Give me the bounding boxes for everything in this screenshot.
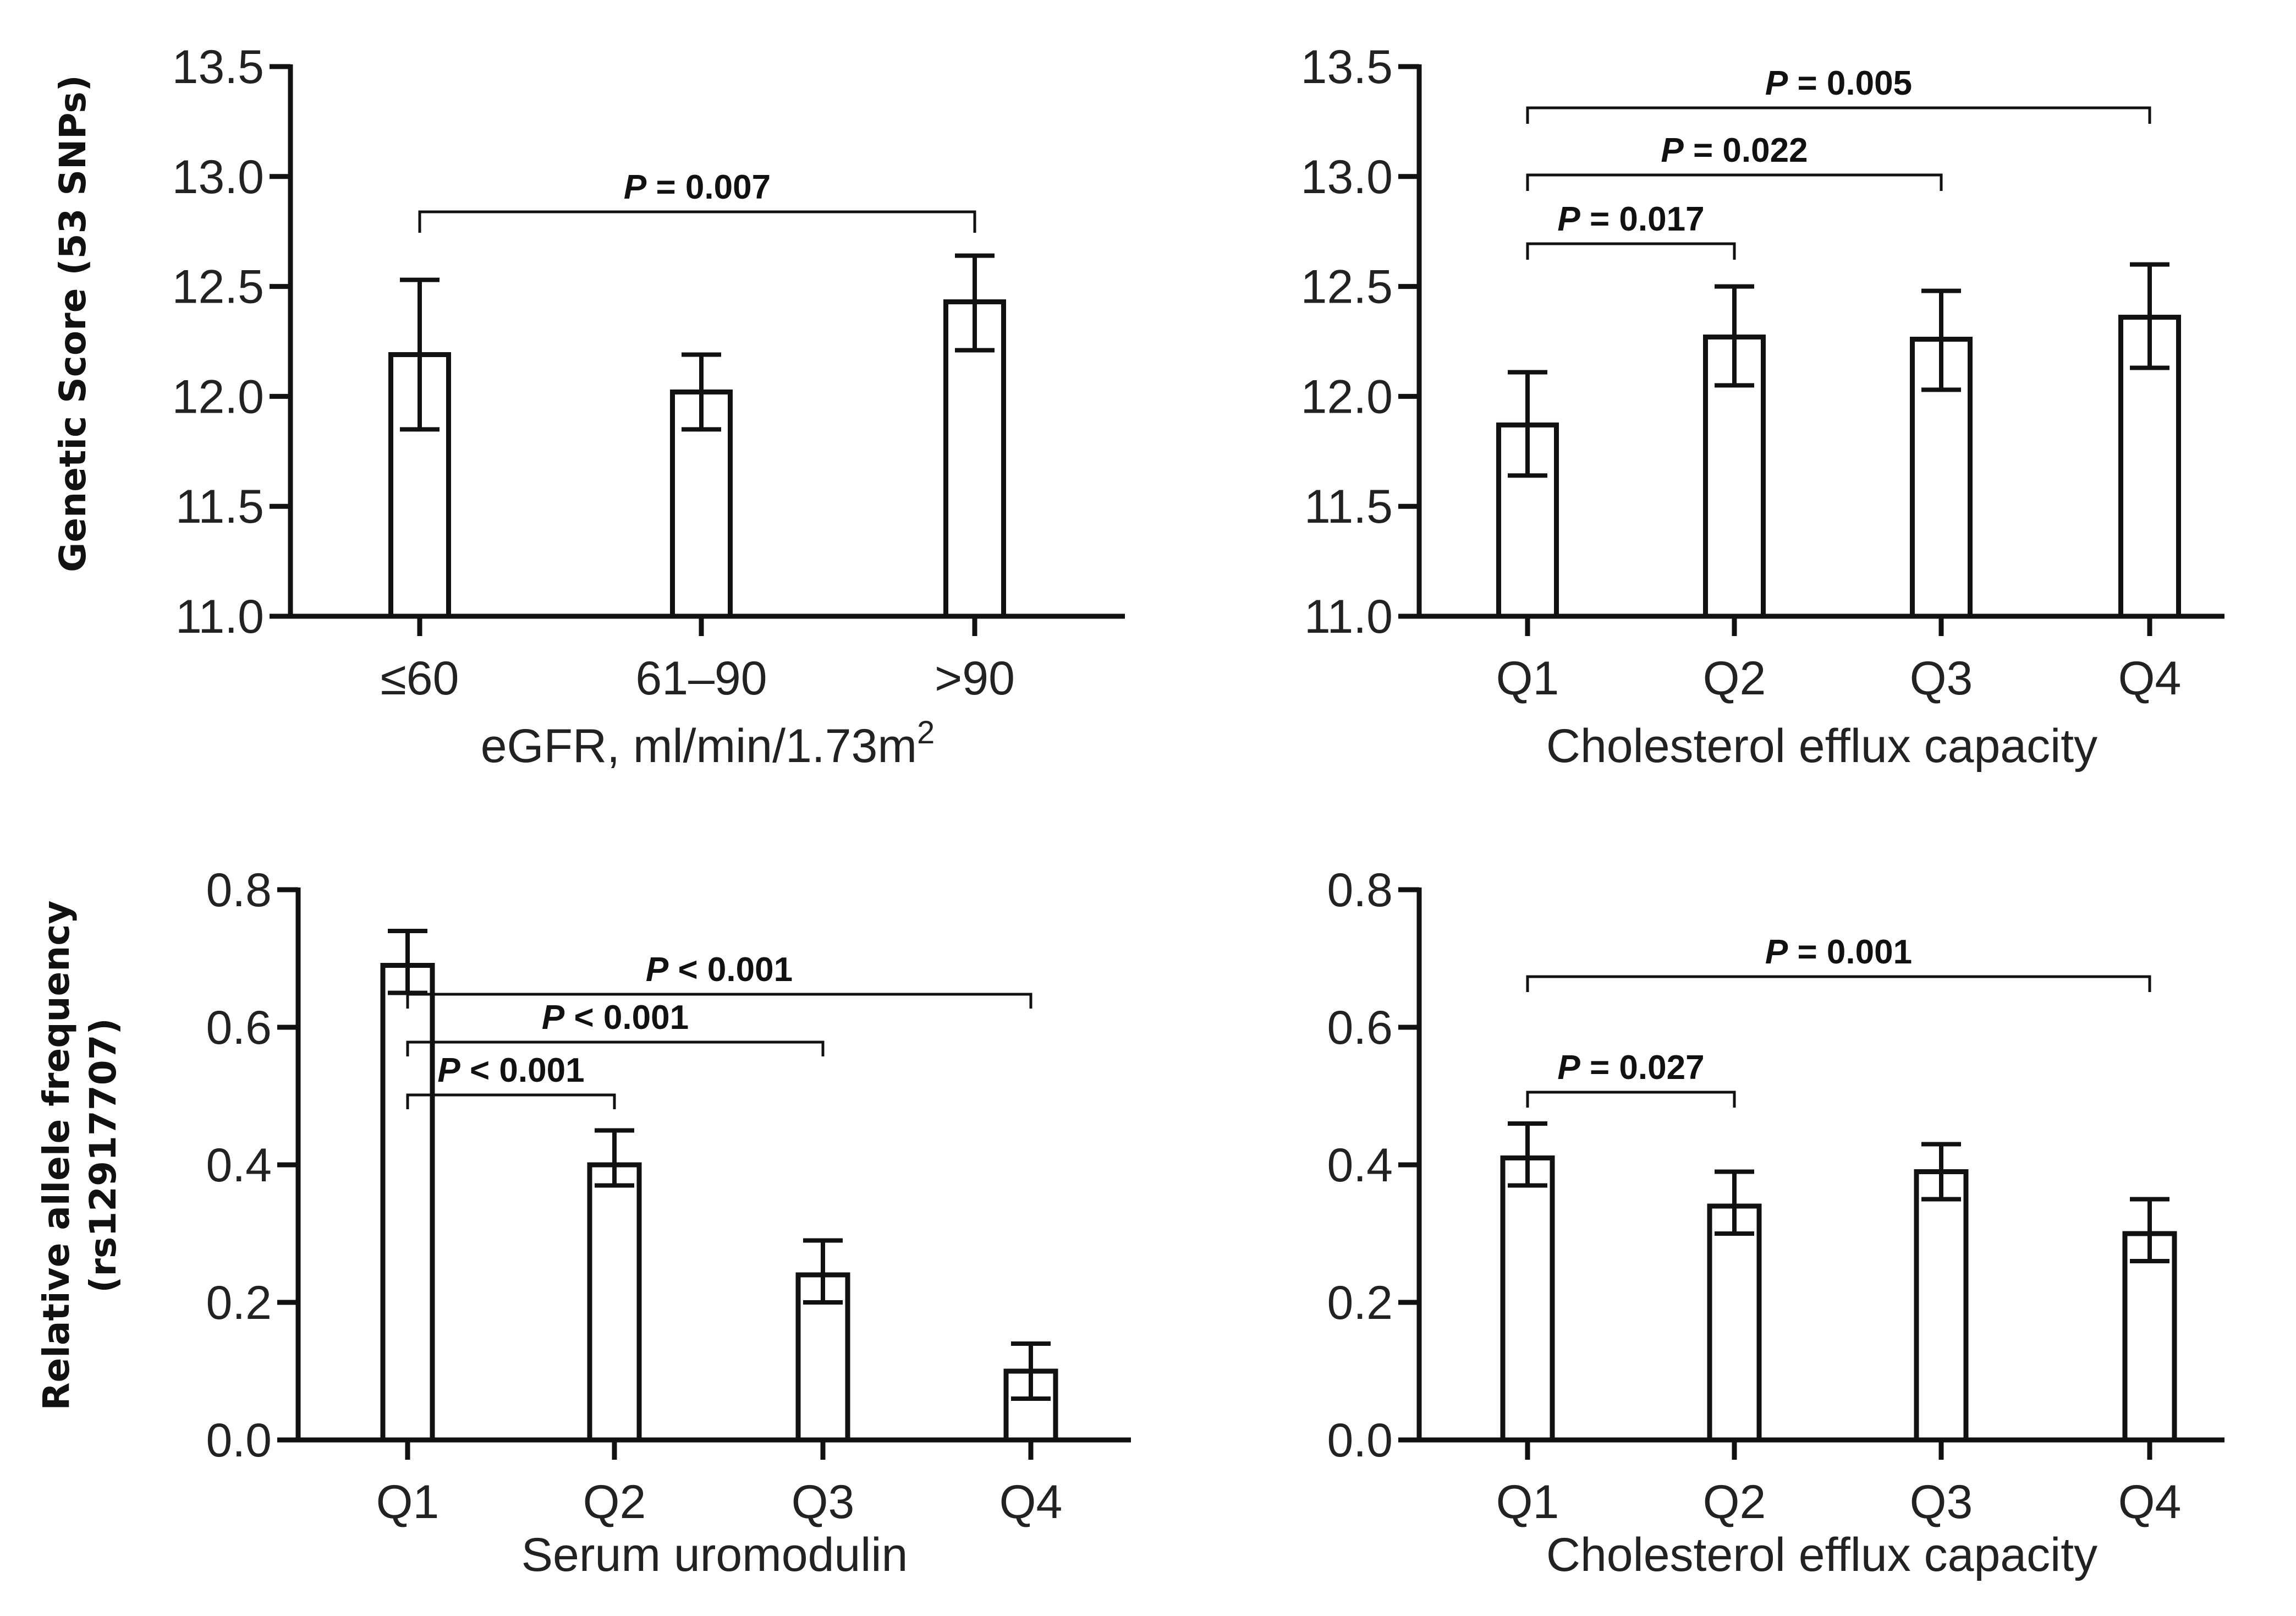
x-axis-title: Cholesterol efflux capacity (1546, 1529, 2097, 1581)
bar (1707, 1203, 1762, 1443)
bar (1914, 1169, 1969, 1443)
significance-bracket (1526, 242, 1736, 260)
x-tick-label: Q1 (376, 1476, 440, 1529)
y-tick-label: 12.0 (172, 370, 264, 423)
y-tick-label: 13.0 (1301, 151, 1393, 204)
x-tick-label: Q1 (1496, 652, 1559, 705)
y-tick-label: 0.0 (206, 1414, 272, 1467)
significance-bracket (418, 210, 976, 233)
p-symbol: P (1661, 132, 1684, 169)
y-tick-label: 0.6 (206, 1001, 272, 1054)
chart-panel-top-right: 11.0 11.5 12.0 12.5 13.0 13.5 Q1 Q2 Q3 Q4 Choleste… (1301, 41, 2224, 773)
p-value-label: P = 0.017 (1557, 200, 1704, 238)
significance-bracket (1526, 173, 1943, 191)
p-value-label: P < 0.001 (646, 951, 793, 989)
x-tick-label: Q2 (1703, 652, 1766, 705)
significance-bracket (406, 1040, 825, 1056)
x-axis-title-superscript: 2 (917, 715, 935, 751)
p-value-label: P = 0.027 (1557, 1049, 1704, 1087)
y-tick-label: 0.6 (1327, 1001, 1393, 1054)
x-tick-label: Q4 (2118, 652, 2182, 705)
y-tick-label: 12.5 (172, 261, 264, 314)
bar (587, 1162, 642, 1443)
y-axis-title: (rs12917707) (82, 1018, 124, 1293)
y-tick-label: 13.0 (172, 151, 264, 204)
y-tick-label: 0.8 (1327, 864, 1393, 917)
x-tick-label: Q4 (999, 1476, 1063, 1529)
x-tick-label: Q3 (792, 1476, 855, 1529)
x-tick-label: >90 (935, 652, 1015, 705)
p-symbol: P (1557, 1049, 1580, 1087)
y-tick-label: 11.5 (175, 480, 264, 533)
p-value-label: P = 0.022 (1661, 132, 1808, 169)
y-tick-label: 11.5 (1304, 480, 1393, 533)
y-tick-label: 12.0 (1301, 370, 1393, 423)
bar (380, 963, 435, 1443)
y-tick-label: 13.5 (1301, 41, 1393, 94)
x-tick-label: Q1 (1496, 1476, 1559, 1529)
p-symbol: P (1765, 64, 1788, 102)
x-tick-label: ≤60 (381, 652, 459, 705)
x-tick-label: Q2 (1703, 1476, 1766, 1529)
p-symbol: P (646, 951, 669, 989)
p-value-label: P < 0.001 (437, 1051, 584, 1089)
p-symbol: P (1557, 200, 1580, 238)
y-axis-title: Relative allele frequency (35, 901, 78, 1411)
significance-bracket (406, 1093, 616, 1109)
chart-panel-bottom-left: 0.0 0.2 0.4 0.6 0.8 Q1 Q2 Q3 Q4 Serum uromodulin R… (35, 864, 1131, 1581)
bar (1500, 1155, 1555, 1443)
bar (2122, 1231, 2177, 1443)
p-symbol: P (624, 168, 647, 206)
x-tick-label: 61–90 (635, 652, 767, 705)
p-symbol: P (437, 1051, 460, 1089)
y-tick-label: 12.5 (1301, 261, 1393, 314)
y-tick-label: 0.4 (206, 1139, 272, 1192)
significance-bracket (1526, 975, 2151, 992)
x-axis-title: eGFR, ml/min/1.73m2 (481, 715, 935, 773)
p-symbol: P (1765, 933, 1788, 971)
significance-bracket (1526, 106, 2151, 124)
y-tick-label: 11.0 (1304, 590, 1393, 643)
p-value-label: P = 0.005 (1765, 64, 1912, 102)
y-tick-label: 0.8 (206, 864, 272, 917)
x-tick-label: Q3 (1910, 1476, 1973, 1529)
p-value-label: P = 0.007 (624, 168, 771, 206)
p-value-label: P < 0.001 (542, 999, 689, 1037)
y-tick-label: 0.2 (206, 1277, 272, 1329)
significance-bracket (406, 993, 1032, 1009)
p-symbol: P (542, 999, 565, 1037)
y-axis-title: Genetic Score (53 SNPs) (52, 75, 94, 572)
y-tick-label: 0.2 (1327, 1277, 1393, 1329)
y-tick-label: 0.4 (1327, 1139, 1393, 1192)
x-axis-title: Cholesterol efflux capacity (1546, 720, 2097, 773)
chart-panel-top-left: 11.0 11.5 12.0 12.5 13.0 13.5 ≤60 61–90 >90eGFR,… (52, 41, 1125, 773)
y-tick-label: 13.5 (172, 41, 264, 94)
significance-bracket (1526, 1091, 1736, 1108)
y-tick-label: 11.0 (175, 590, 264, 643)
y-tick-label: 0.0 (1327, 1414, 1393, 1467)
x-tick-label: Q3 (1910, 652, 1973, 705)
x-axis-title: Serum uromodulin (521, 1529, 908, 1581)
x-tick-label: Q4 (2118, 1476, 2182, 1529)
x-tick-label: Q2 (583, 1476, 646, 1529)
p-value-label: P = 0.001 (1765, 933, 1912, 971)
chart-panel-bottom-right: 0.0 0.2 0.4 0.6 0.8 Q1 Q2 Q3 Q4 Cholesterol efflu… (1327, 864, 2224, 1581)
